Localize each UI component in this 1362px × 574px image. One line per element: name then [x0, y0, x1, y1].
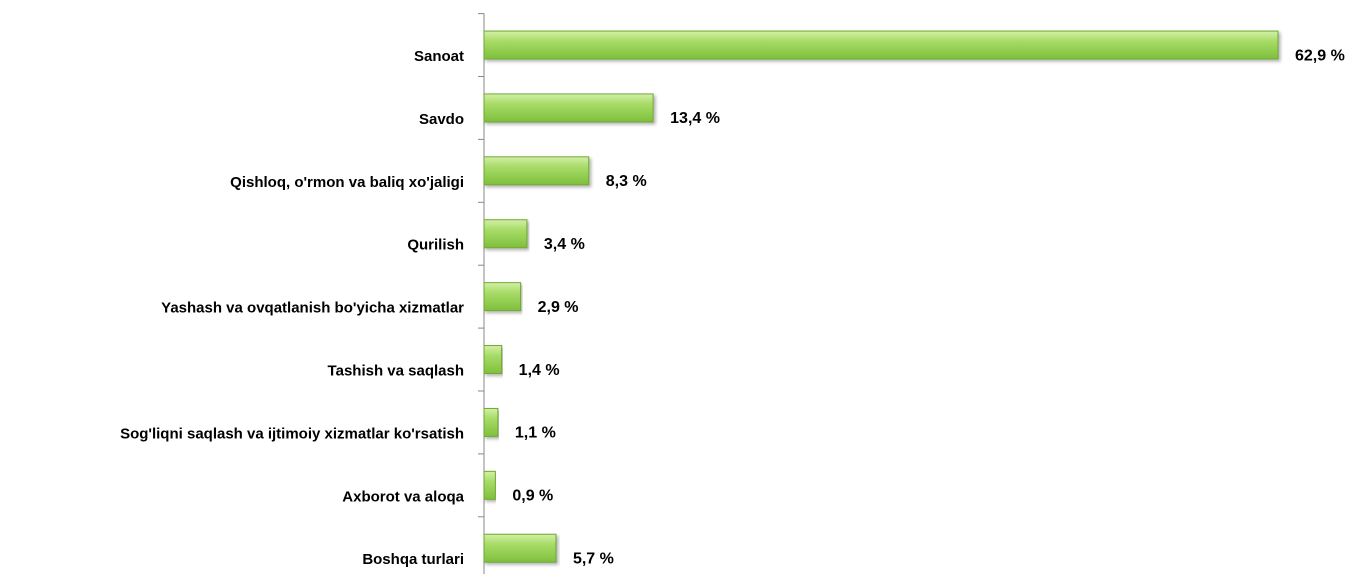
value-label: 62,9 %: [1295, 47, 1345, 64]
bar: [483, 345, 503, 375]
category-label: Boshqa turlari: [362, 551, 464, 568]
bar: [483, 407, 499, 437]
category-label: Sog'liqni saqlash va ijtimoiy xizmatlar …: [120, 425, 464, 442]
value-label: 1,1 %: [515, 425, 556, 442]
category-label: Yashash va ovqatlanish bo'yicha xizmatla…: [161, 300, 464, 317]
value-label: 2,9 %: [538, 299, 579, 316]
category-label: Sanoat: [414, 48, 464, 65]
value-label: 1,4 %: [519, 362, 560, 379]
value-label: 5,7 %: [573, 550, 614, 567]
value-label: 3,4 %: [544, 236, 585, 253]
category-label: Axborot va aloqa: [342, 488, 464, 505]
bar: [483, 156, 590, 186]
category-label: Tashish va saqlash: [328, 363, 464, 380]
bar: [483, 30, 1279, 60]
category-label: Qishloq, o'rmon va baliq xo'jaligi: [230, 174, 464, 191]
category-label: Qurilish: [407, 237, 464, 254]
bar: [483, 93, 654, 123]
category-label: Savdo: [419, 111, 464, 128]
bar: [483, 470, 496, 500]
value-label: 13,4 %: [670, 110, 720, 127]
value-label: 0,9 %: [512, 488, 553, 505]
bar: [483, 282, 522, 312]
bar: [483, 219, 528, 249]
value-label: 8,3 %: [606, 173, 647, 190]
bar: [483, 533, 557, 563]
